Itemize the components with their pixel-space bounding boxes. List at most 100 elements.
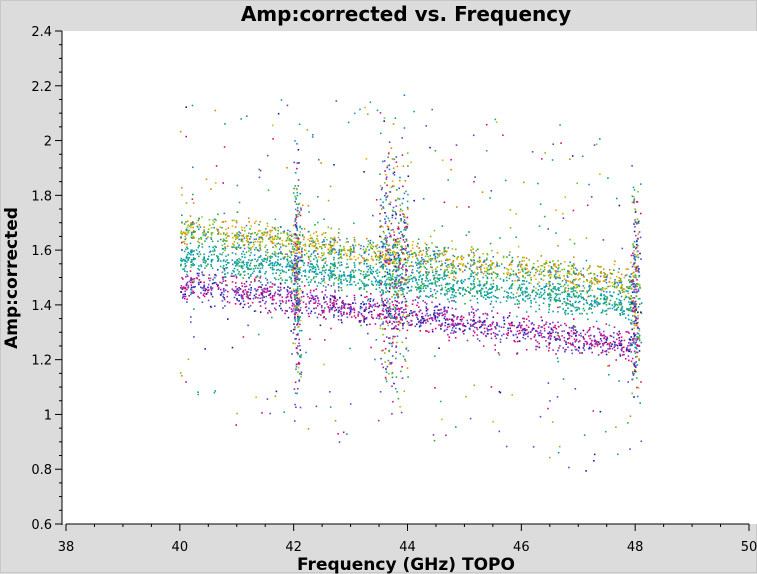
data-point [343, 273, 345, 276]
data-point [380, 313, 382, 315]
data-point [234, 261, 236, 263]
data-point [210, 265, 213, 267]
data-point [422, 320, 425, 322]
data-point [569, 280, 571, 283]
data-point [362, 303, 365, 306]
data-point [364, 275, 367, 278]
data-point [199, 253, 202, 256]
data-point [573, 272, 575, 274]
data-point [608, 345, 611, 347]
data-point [395, 213, 397, 216]
data-point [226, 284, 228, 287]
data-point [571, 290, 574, 293]
data-point [396, 341, 398, 344]
data-point [613, 343, 616, 346]
data-point [207, 231, 209, 233]
data-point [298, 325, 300, 328]
data-point [382, 230, 385, 233]
data-point [370, 313, 373, 316]
data-point [518, 263, 521, 265]
data-point [349, 278, 352, 280]
data-point [564, 313, 567, 316]
data-point [585, 341, 588, 343]
data-point [579, 278, 581, 280]
data-point [590, 280, 592, 283]
data-point [445, 283, 447, 286]
data-point [181, 221, 183, 223]
data-point [422, 316, 424, 318]
data-point [550, 273, 553, 276]
data-point [628, 275, 631, 277]
data-point [297, 315, 299, 318]
data-point [543, 266, 546, 268]
data-point [574, 301, 576, 304]
data-point [386, 273, 389, 275]
data-point [330, 253, 333, 255]
data-point [286, 253, 288, 256]
data-point [472, 252, 475, 254]
data-point [297, 332, 299, 335]
data-point [388, 278, 390, 281]
data-point [576, 331, 578, 333]
data-point [310, 263, 313, 265]
data-point [538, 342, 540, 345]
data-point [472, 316, 475, 318]
data-point [393, 171, 396, 174]
data-point [265, 244, 267, 247]
data-point [296, 229, 298, 231]
data-point [434, 253, 436, 255]
data-point [596, 297, 599, 299]
data-point [332, 263, 335, 266]
data-point [563, 291, 565, 293]
data-point [568, 326, 571, 329]
data-point [452, 272, 455, 275]
data-point [322, 285, 325, 287]
data-point [247, 246, 249, 249]
data-point [190, 278, 192, 280]
data-point [396, 300, 398, 303]
data-point [549, 342, 551, 344]
data-point [389, 287, 391, 290]
data-point [559, 283, 561, 285]
data-point [499, 301, 502, 304]
data-point [296, 314, 299, 316]
data-point [190, 223, 192, 225]
data-point [254, 297, 257, 299]
data-point [362, 301, 364, 303]
data-point [350, 307, 352, 310]
data-point [618, 330, 620, 333]
data-point [448, 325, 451, 328]
data-point [269, 255, 272, 257]
data-point [395, 327, 398, 330]
data-point [628, 342, 630, 344]
data-point [335, 277, 338, 279]
data-point [186, 243, 188, 246]
data-point [614, 279, 616, 281]
data-point [548, 332, 550, 335]
data-point [332, 238, 335, 240]
data-point [609, 277, 612, 279]
data-point [614, 301, 616, 303]
data-point [360, 270, 362, 272]
data-point [629, 285, 631, 288]
data-point [603, 298, 605, 301]
data-point [388, 309, 390, 311]
data-point [590, 334, 592, 337]
data-point [418, 310, 421, 313]
data-point [244, 289, 247, 291]
data-point [297, 366, 300, 369]
data-point [428, 296, 430, 298]
data-point [440, 268, 442, 271]
data-point [606, 336, 608, 338]
data-point [198, 245, 200, 247]
data-point [329, 276, 331, 279]
data-point [201, 271, 203, 273]
data-point [523, 331, 526, 334]
data-point [231, 246, 234, 249]
data-point [567, 346, 569, 348]
data-point [628, 301, 630, 303]
data-point [293, 237, 296, 239]
data-point [549, 273, 551, 276]
data-point [435, 272, 437, 275]
